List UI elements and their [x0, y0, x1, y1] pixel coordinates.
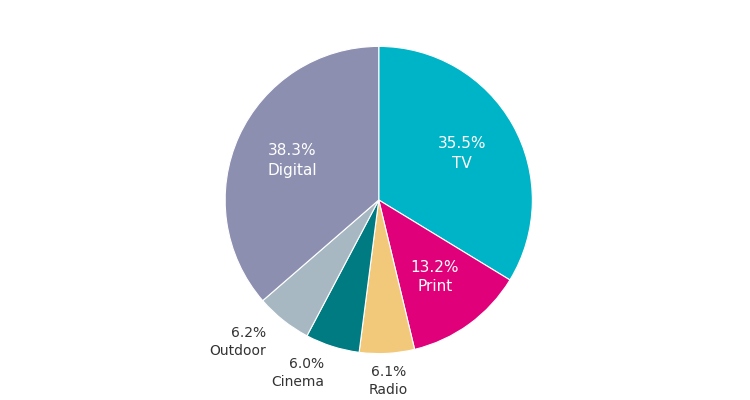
Wedge shape — [262, 200, 379, 336]
Text: 6.2%
Outdoor: 6.2% Outdoor — [209, 326, 266, 358]
Text: 13.2%
Print: 13.2% Print — [410, 260, 459, 294]
Text: 35.5%
TV: 35.5% TV — [437, 136, 486, 171]
Text: 38.3%
Digital: 38.3% Digital — [267, 143, 317, 178]
Text: 6.1%
Radio: 6.1% Radio — [369, 365, 408, 397]
Wedge shape — [379, 46, 532, 280]
Wedge shape — [359, 200, 415, 354]
Wedge shape — [307, 200, 379, 352]
Text: 6.0%
Cinema: 6.0% Cinema — [271, 356, 324, 389]
Wedge shape — [379, 200, 510, 349]
Wedge shape — [225, 46, 379, 301]
